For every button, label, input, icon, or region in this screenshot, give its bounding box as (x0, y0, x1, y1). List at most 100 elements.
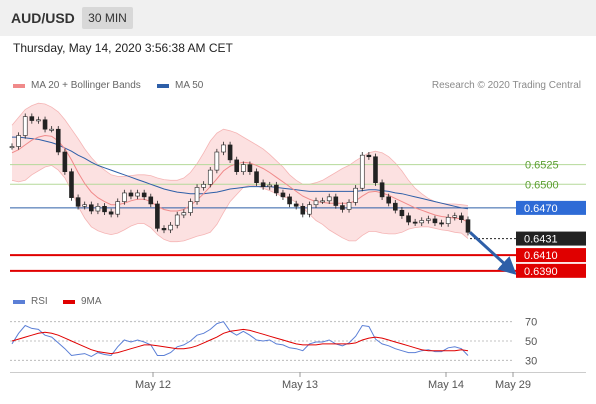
rsi-line (11, 321, 469, 358)
candle-body (412, 221, 418, 224)
symbol-label: AUD/USD (11, 10, 75, 26)
candle-body (22, 116, 28, 136)
candle-body (346, 202, 352, 210)
support-level-tag (516, 248, 586, 263)
legend-swatch-ma20 (13, 83, 25, 88)
x-tick-label: May 14 (428, 379, 464, 391)
ma50-line (12, 136, 469, 210)
candle-body (115, 201, 121, 215)
legend-swatch-rsi (13, 299, 25, 304)
candle-body (194, 187, 200, 202)
candle-body (465, 219, 471, 233)
candle-body (234, 159, 239, 172)
legend-item-ma50: MA 50 (157, 80, 203, 91)
target-level-label: 0.6525 (525, 160, 559, 172)
candle-body (445, 217, 451, 224)
candle-body (141, 192, 147, 198)
candle-body (128, 192, 134, 197)
candle-body (287, 196, 292, 205)
candle-body (300, 206, 306, 215)
copyright-text: Research © 2020 Trading Central (431, 80, 581, 91)
chart-datetime: Thursday, May 14, 2020 3:56:38 AM CET (13, 41, 233, 55)
candle-body (247, 164, 253, 172)
candle-body (373, 156, 378, 184)
candle-body (174, 214, 180, 226)
pivot-level-tag (516, 200, 586, 215)
candle-body (49, 128, 54, 131)
candle-body (426, 218, 431, 221)
rsi-tick-label: 70 (525, 317, 537, 329)
candle-body (366, 154, 372, 158)
support-level-label: 0.6410 (524, 250, 558, 262)
candle-body (62, 151, 68, 172)
rsi-tick-label: 30 (525, 355, 537, 367)
support-level-tag (516, 263, 586, 278)
candle-body (9, 146, 15, 149)
candle-body (419, 220, 425, 224)
candle-body (148, 196, 154, 205)
candle-body (181, 212, 187, 216)
forecast-arrow (468, 231, 517, 275)
candle-body (399, 209, 405, 217)
candle-body (280, 192, 286, 198)
candle-body (135, 192, 140, 197)
candle-body (459, 215, 464, 220)
legend-swatch-9ma (63, 299, 75, 304)
candle-body (267, 184, 273, 187)
x-tick-label: May 12 (135, 379, 171, 391)
candle-body (227, 144, 233, 161)
candle-body (69, 171, 74, 198)
candle-body (188, 201, 193, 213)
candle-body (29, 116, 35, 121)
candle-body (333, 196, 339, 206)
candle-body (42, 119, 48, 130)
candle-body (260, 182, 266, 187)
bollinger-lower-line (11, 164, 469, 243)
candle-body (155, 203, 160, 229)
pivot-level-label: 0.6470 (524, 203, 558, 215)
candle-body (122, 192, 127, 202)
legend-label-9ma: 9MA (81, 296, 102, 307)
bollinger-band-area (12, 103, 468, 242)
candle-body (340, 205, 345, 210)
candle-body (320, 200, 325, 203)
candle-body (55, 128, 61, 153)
candle-body (452, 215, 458, 218)
legend-swatch-ma50 (157, 83, 169, 88)
target-level-label: 0.6500 (525, 179, 559, 191)
ma20-line (11, 134, 469, 223)
legend-item-ma20-bollinger: MA 20 + Bollinger Bands (13, 80, 141, 91)
candle-body (393, 202, 398, 211)
candle-body (359, 154, 365, 189)
candle-body (406, 215, 411, 223)
candle-body (207, 169, 213, 185)
legend-label-rsi: RSI (31, 296, 48, 307)
candle-body (307, 204, 312, 215)
candle-body (75, 197, 81, 207)
legend-item-9ma: 9MA (63, 296, 102, 307)
candle-body (254, 171, 259, 184)
candle-body (274, 184, 279, 194)
candle-body (214, 151, 220, 171)
candle-body (161, 228, 167, 231)
candle-body (102, 206, 107, 213)
legend-label-ma50: MA 50 (175, 80, 204, 91)
candle-body (82, 204, 87, 207)
candle-body (95, 206, 101, 212)
legend-item-rsi: RSI (13, 296, 48, 307)
candle-body (221, 144, 226, 153)
candle-body (353, 187, 358, 203)
interval-button[interactable]: 30 MIN (82, 7, 133, 29)
candle-body (89, 204, 94, 212)
candle-body (16, 135, 21, 147)
candle-body (313, 200, 319, 206)
last-price-label: 0.6431 (524, 234, 558, 246)
rsi-tick-label: 50 (525, 336, 537, 348)
header-bar: AUD/USD 30 MIN (0, 0, 596, 36)
candle-body (386, 196, 391, 204)
candle-body (168, 224, 173, 231)
candle-body (201, 183, 206, 188)
candle-body (108, 211, 114, 215)
x-tick-label: May 29 (495, 379, 531, 391)
